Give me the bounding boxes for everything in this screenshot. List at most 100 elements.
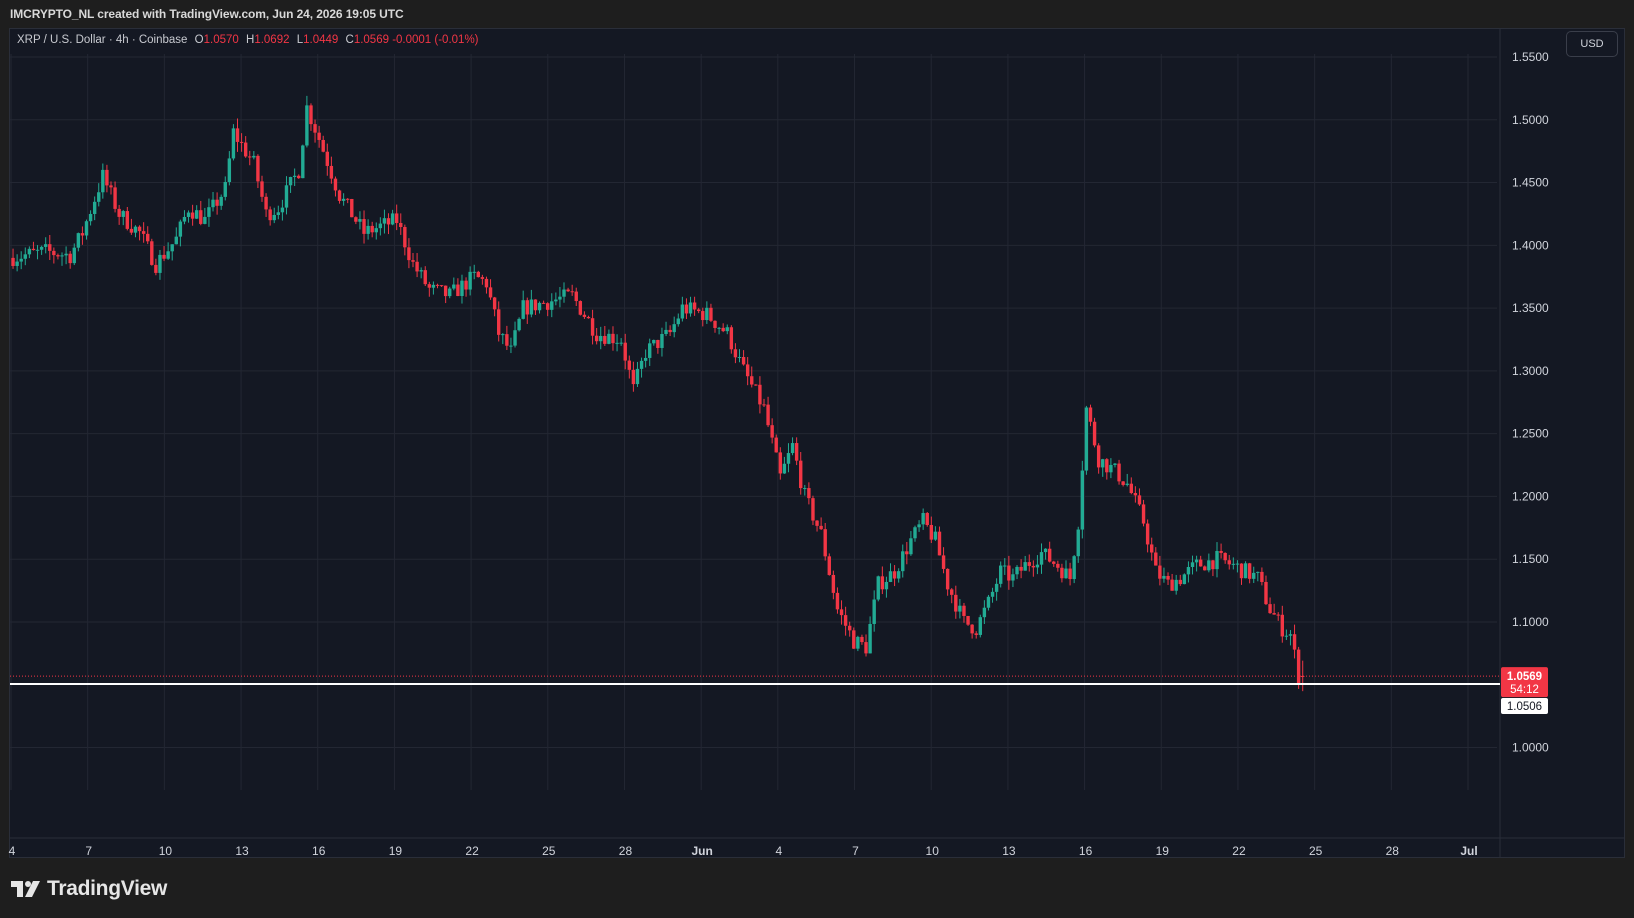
candle-body <box>631 369 636 385</box>
candle-body <box>554 299 558 302</box>
candle <box>480 274 485 285</box>
open-value: 1.0570 <box>203 34 239 46</box>
candle <box>248 150 252 166</box>
candle-body <box>668 329 672 333</box>
candle-body <box>1064 568 1068 579</box>
candle <box>754 384 758 386</box>
candle <box>35 245 40 260</box>
candle-body <box>337 190 342 201</box>
candle-body <box>288 176 293 186</box>
candle-body <box>774 437 778 453</box>
candle <box>439 285 444 287</box>
candle <box>1264 575 1268 606</box>
candle-body <box>1170 579 1174 591</box>
candle <box>374 222 378 240</box>
candle-body <box>301 145 305 179</box>
candle-body <box>362 219 366 234</box>
candle <box>1043 548 1048 560</box>
candle-body <box>758 384 762 405</box>
candle-body <box>558 296 562 300</box>
candle-body <box>350 198 354 218</box>
candle-body <box>292 175 297 177</box>
candle-body <box>872 599 876 624</box>
candle-body <box>713 320 717 328</box>
candle-body <box>729 327 734 350</box>
candle-body <box>1272 613 1276 615</box>
candle-body <box>464 280 468 290</box>
candle-body <box>1235 563 1240 565</box>
y-tick-label: 1.5000 <box>1512 113 1549 127</box>
candle-body <box>431 284 436 288</box>
candle-body <box>109 185 113 188</box>
candle-body <box>484 278 489 288</box>
candle-body <box>1101 459 1105 468</box>
candle <box>696 307 701 314</box>
candle <box>1235 560 1240 573</box>
y-tick-label: 1.4000 <box>1512 238 1549 252</box>
candle-body <box>133 226 138 233</box>
candle-body <box>847 625 852 631</box>
candle-body <box>664 329 668 335</box>
candle-body <box>1280 614 1285 637</box>
candle-body <box>794 443 799 461</box>
candle <box>982 600 987 625</box>
candle <box>1296 646 1301 689</box>
candle <box>1080 460 1085 539</box>
candle <box>341 193 346 206</box>
candle <box>1268 597 1272 614</box>
brand-name: TradingView <box>47 877 168 900</box>
candle <box>856 635 860 652</box>
candle-body <box>672 324 676 333</box>
candle-body <box>717 327 721 329</box>
candle <box>574 287 578 307</box>
candle <box>864 634 868 657</box>
currency-button[interactable]: USD <box>1566 31 1618 57</box>
candle <box>43 237 48 254</box>
candle-body <box>1252 572 1256 579</box>
candle <box>1072 555 1076 584</box>
candle <box>350 198 354 218</box>
y-tick-label: 1.5500 <box>1512 50 1549 64</box>
candle <box>64 246 68 265</box>
candle <box>84 219 89 240</box>
y-tick-label: 1.3500 <box>1512 301 1549 315</box>
symbol-title[interactable]: XRP / U.S. Dollar · 4h · Coinbase <box>17 34 188 46</box>
candle-body <box>68 253 72 264</box>
candle-body <box>994 583 999 592</box>
candle <box>219 194 223 210</box>
candle-body <box>799 460 803 489</box>
candle <box>1207 553 1211 573</box>
candle <box>648 338 652 366</box>
candle <box>986 594 991 611</box>
candle <box>68 250 72 269</box>
candle <box>243 136 248 158</box>
x-tick-label: Jun <box>691 844 712 858</box>
candle-body <box>354 217 358 222</box>
candle-body <box>329 165 334 179</box>
candle-body <box>1296 649 1301 684</box>
candle <box>390 209 395 226</box>
candle-body <box>676 318 680 325</box>
candle-body <box>1035 564 1040 568</box>
change-value: -0.0001 (-0.01%) <box>392 34 479 46</box>
candle-body <box>125 211 130 229</box>
candle <box>807 482 811 505</box>
candle-body <box>309 105 313 125</box>
candle-body <box>570 291 574 293</box>
candle <box>1039 543 1044 574</box>
candle <box>509 337 513 354</box>
candle-body <box>1264 581 1268 605</box>
candle <box>1052 560 1056 567</box>
candle <box>611 326 615 351</box>
candle-body <box>223 182 227 197</box>
candle <box>484 276 489 294</box>
candle <box>321 135 325 153</box>
candle-body <box>1276 614 1280 616</box>
candle <box>1174 574 1178 595</box>
candle <box>362 210 366 244</box>
candle <box>639 357 644 378</box>
candle-body <box>852 630 856 649</box>
chart-panel[interactable] <box>9 28 1625 858</box>
y-tick-label: 1.3000 <box>1512 364 1549 378</box>
